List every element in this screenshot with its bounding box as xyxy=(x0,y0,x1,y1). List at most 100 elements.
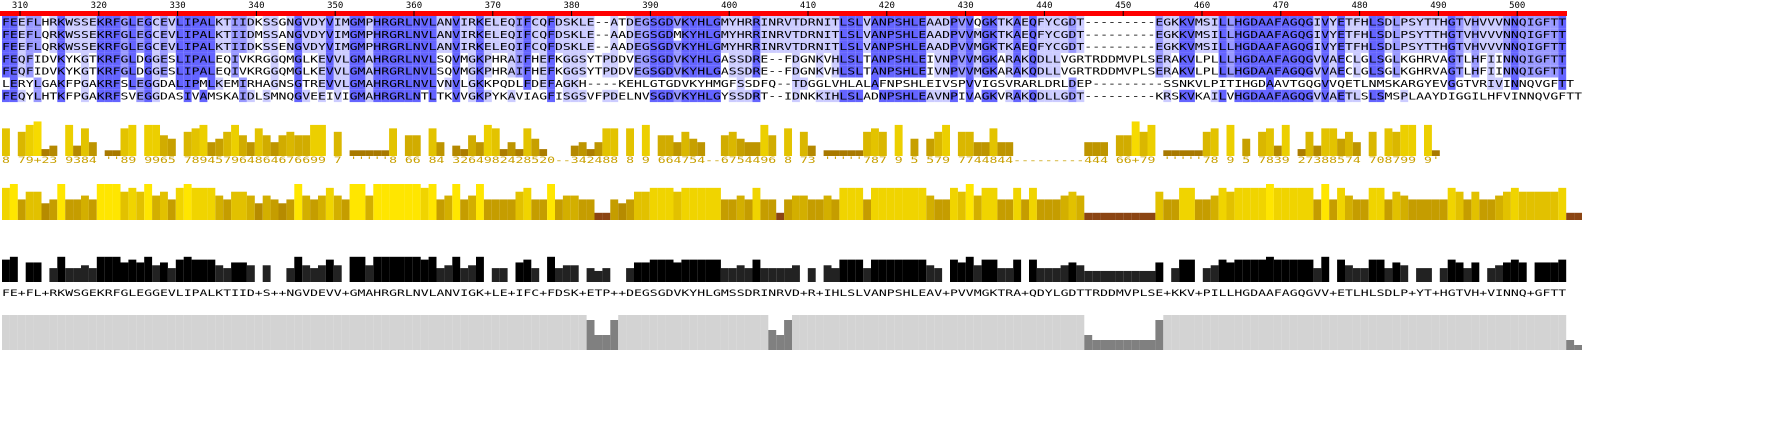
occupancy-bar xyxy=(1574,345,1582,350)
logo-block xyxy=(1179,259,1187,282)
conservation-bar xyxy=(570,145,579,156)
residue-shade xyxy=(341,65,350,78)
occupancy-bar xyxy=(1092,340,1101,350)
quality-bar xyxy=(1289,187,1298,220)
residue-shade xyxy=(1360,16,1369,29)
residue-shade xyxy=(1226,40,1235,53)
conservation-bar xyxy=(926,138,935,156)
ruler-label: 450 xyxy=(1115,1,1131,11)
residue-shade xyxy=(381,40,390,53)
residue-shade xyxy=(404,40,413,53)
residue-shade xyxy=(989,65,998,78)
residue-shade xyxy=(728,65,737,78)
conservation-bar xyxy=(720,135,729,156)
occupancy-bar xyxy=(1084,335,1093,350)
residue-shade xyxy=(641,65,650,78)
residue-shade xyxy=(1329,65,1338,78)
residue-shade xyxy=(412,65,421,78)
residue-shade xyxy=(128,65,137,78)
conservation-bar xyxy=(752,142,761,156)
occupancy-bar xyxy=(1566,340,1575,350)
residue-shade xyxy=(1542,65,1551,78)
logo-block xyxy=(562,265,571,282)
quality-bar xyxy=(523,187,532,220)
residue-shade xyxy=(657,16,666,29)
conservation-bar xyxy=(1187,150,1195,156)
residue-shade xyxy=(349,52,358,66)
residue-shade xyxy=(641,40,650,53)
residue-shade xyxy=(1021,52,1029,66)
conservation-bar xyxy=(831,150,840,156)
residue-shade xyxy=(25,16,34,29)
residue-shade xyxy=(286,16,295,29)
residue-shade xyxy=(1289,40,1298,53)
residue-shade xyxy=(1542,40,1551,53)
occupancy-bar xyxy=(768,330,777,350)
residue-shade xyxy=(120,52,129,66)
residue-shade xyxy=(728,28,737,41)
residue-shade xyxy=(965,28,974,41)
residue-shade xyxy=(886,28,895,41)
residue-shade xyxy=(649,40,658,53)
occupancy-bar xyxy=(1179,315,1187,350)
residue-shade xyxy=(523,28,532,41)
occupancy-bar xyxy=(689,315,698,350)
residue-shade xyxy=(1171,40,1180,53)
occupancy-bar xyxy=(744,315,753,350)
occupancy-bar xyxy=(1503,315,1511,350)
residue-shade xyxy=(333,77,342,90)
residue-shade xyxy=(1455,40,1464,53)
occupancy-bar xyxy=(807,315,816,350)
residue-shade xyxy=(1171,16,1180,29)
residue-shade xyxy=(215,16,224,29)
quality-bar xyxy=(1550,191,1559,220)
residue-shade xyxy=(1400,16,1409,29)
residue-shade xyxy=(547,65,555,78)
residue-shade xyxy=(112,89,121,103)
occupancy-bar xyxy=(1171,315,1180,350)
quality-bar xyxy=(1139,212,1148,220)
logo-block xyxy=(736,265,745,282)
conservation-bar xyxy=(847,150,856,156)
residue-shade xyxy=(1392,40,1401,53)
residue-shade xyxy=(175,16,184,29)
residue-shade xyxy=(681,16,690,29)
residue-shade xyxy=(792,89,800,103)
logo-block xyxy=(1471,262,1480,282)
residue-shade xyxy=(152,28,160,41)
residue-shade xyxy=(1005,40,1014,53)
occupancy-bar xyxy=(1266,315,1274,350)
residue-shade xyxy=(965,65,974,78)
residue-shade xyxy=(736,65,745,78)
residue-shade xyxy=(792,28,800,41)
conservation-bar xyxy=(1392,131,1401,156)
residue-shade xyxy=(460,28,469,41)
occupancy-bar xyxy=(357,315,366,350)
residue-shade xyxy=(1337,65,1345,78)
quality-bar xyxy=(902,187,911,220)
residue-shade xyxy=(286,40,295,53)
quality-bar xyxy=(1266,184,1274,220)
conservation-bar xyxy=(286,131,295,156)
residue-shade xyxy=(728,52,737,66)
residue-shade xyxy=(452,16,461,29)
residue-shade xyxy=(799,40,808,53)
residue-shade xyxy=(641,52,650,66)
residue-shade xyxy=(562,77,571,90)
quality-bar xyxy=(634,191,642,220)
quality-bar xyxy=(736,195,745,220)
residue-shade xyxy=(989,52,998,66)
residue-shade xyxy=(697,89,706,103)
occupancy-bar xyxy=(634,315,642,350)
logo-block xyxy=(641,262,650,282)
residue-shade xyxy=(657,28,666,41)
residue-shade xyxy=(2,16,10,29)
residue-shade xyxy=(96,52,105,66)
occupancy-bar xyxy=(1360,315,1369,350)
quality-bar xyxy=(1463,199,1472,220)
residue-shade xyxy=(657,52,666,66)
residue-shade xyxy=(325,52,334,66)
residue-shade xyxy=(1021,28,1029,41)
occupancy-bar xyxy=(499,315,508,350)
logo-block xyxy=(104,256,113,282)
